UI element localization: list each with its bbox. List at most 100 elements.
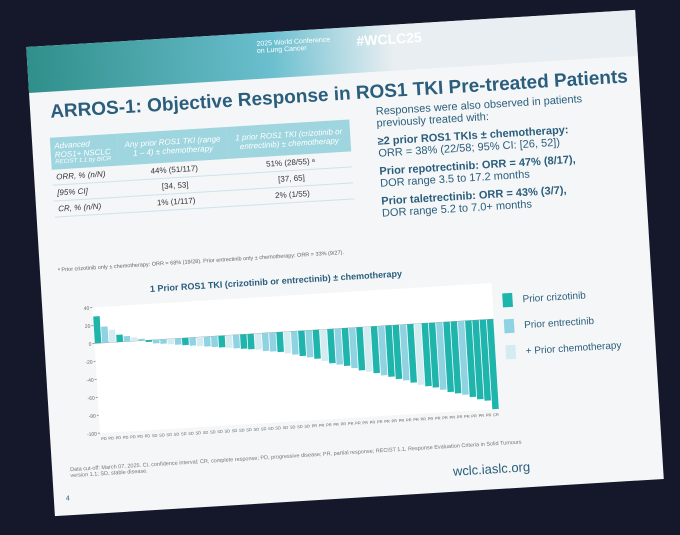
legend-item: Prior entrectinib <box>503 312 621 334</box>
bar <box>167 338 175 345</box>
bar <box>298 330 307 357</box>
bar <box>203 336 211 347</box>
y-tick-label: 0 <box>89 342 92 348</box>
bar <box>472 319 484 400</box>
bar <box>116 334 124 343</box>
bar <box>101 326 109 343</box>
bar <box>377 325 388 376</box>
bar <box>370 326 381 374</box>
x-tick-label: SD <box>275 425 281 430</box>
bar <box>123 335 131 342</box>
y-tick-label: -100 <box>87 431 98 438</box>
bar <box>486 319 499 410</box>
bar <box>145 339 153 343</box>
x-tick-label: PR <box>464 414 470 419</box>
bar <box>428 322 440 388</box>
x-tick-label: SD <box>159 432 165 437</box>
bar <box>465 320 477 398</box>
x-tick-label: PR <box>413 417 419 422</box>
bar <box>174 338 182 345</box>
bar <box>290 331 299 355</box>
x-tick-label: SD <box>261 426 267 431</box>
x-tick-label: PR <box>384 419 390 424</box>
bar <box>283 331 292 354</box>
results-table: Advanced ROS1+ NSCLC RECIST 1.1 by BICR A… <box>49 119 355 218</box>
y-tick-label: 40 <box>84 306 90 312</box>
bar <box>443 321 455 393</box>
page-number: 4 <box>65 495 70 503</box>
bar <box>406 323 418 383</box>
bar <box>152 339 160 344</box>
legend-item: + Prior chemotherapy <box>505 338 622 360</box>
bar <box>160 339 167 344</box>
x-tick-label: PD <box>130 434 136 439</box>
bar <box>341 327 351 367</box>
legend-swatch <box>505 344 517 360</box>
x-tick-label: PR <box>370 419 376 424</box>
y-tick-label: -20 <box>85 360 93 366</box>
table-header: Advanced ROS1+ NSCLC RECIST 1.1 by BICR <box>49 133 119 170</box>
x-tick-label: PD <box>108 435 114 440</box>
bar <box>356 327 366 371</box>
x-tick-label: PR <box>377 419 383 424</box>
x-tick-label: PR <box>486 412 492 417</box>
x-tick-label: PR <box>406 417 412 422</box>
table-cell: CR, % (n/N) <box>53 197 122 218</box>
x-tick-label: PD <box>137 434 143 439</box>
x-tick-label: CR <box>493 412 499 417</box>
x-tick-label: PD <box>145 433 151 438</box>
x-tick-label: PR <box>311 423 317 428</box>
url: wclc.iaslc.org <box>452 459 531 479</box>
bar <box>130 337 138 342</box>
bar <box>399 324 410 381</box>
x-tick-label: PR <box>478 413 484 418</box>
x-tick-label: PR <box>355 420 361 425</box>
x-tick-label: PR <box>442 415 448 420</box>
x-tick-label: SD <box>174 431 180 436</box>
bar <box>385 325 395 377</box>
x-tick-label: SD <box>297 424 303 429</box>
legend-swatch <box>502 292 513 308</box>
plot-area <box>92 283 500 434</box>
bar <box>305 330 314 358</box>
y-tick-label: 20 <box>85 324 91 330</box>
bar <box>218 335 226 348</box>
x-tick-label: PR <box>420 416 426 421</box>
bar <box>93 316 102 344</box>
x-tick-label: PR <box>449 415 455 420</box>
bar <box>138 338 145 341</box>
responses: Responses were also observed in patients… <box>375 90 637 225</box>
x-tick-label: SD <box>181 431 187 436</box>
waterfall-chart: 1 Prior ROS1 TKI (crizotinib or entrecti… <box>84 269 500 441</box>
x-tick-label: SD <box>268 426 274 431</box>
x-tick-label: SD <box>195 430 201 435</box>
bar <box>225 335 233 349</box>
y-tick-label: -60 <box>87 396 95 402</box>
x-tick-label: PR <box>428 416 434 421</box>
x-tick-label: SD <box>246 427 252 432</box>
bar <box>319 329 329 362</box>
bar <box>261 332 270 352</box>
x-tick-label: SD <box>188 431 194 436</box>
bar <box>232 334 241 349</box>
legend: Prior crizotinib Prior entrectinib + Prior… <box>502 286 622 371</box>
bar <box>450 321 462 394</box>
bar <box>189 337 197 346</box>
chart-title: 1 Prior ROS1 TKI (crizotinib or entrecti… <box>150 269 403 294</box>
bar <box>421 323 432 387</box>
bar <box>181 337 189 346</box>
bar <box>392 324 403 380</box>
bar <box>363 326 373 372</box>
bar <box>479 319 491 401</box>
x-tick-label: SD <box>166 432 172 437</box>
bar <box>334 328 344 365</box>
x-tick-label: SD <box>217 429 223 434</box>
x-tick-label: PR <box>399 418 405 423</box>
bar <box>254 333 262 350</box>
legend-label: Prior crizotinib <box>522 289 587 305</box>
x-tick-label: PR <box>435 415 441 420</box>
legend-item: Prior crizotinib <box>502 286 619 308</box>
x-tick-label: SD <box>304 423 310 428</box>
bar <box>196 336 204 347</box>
